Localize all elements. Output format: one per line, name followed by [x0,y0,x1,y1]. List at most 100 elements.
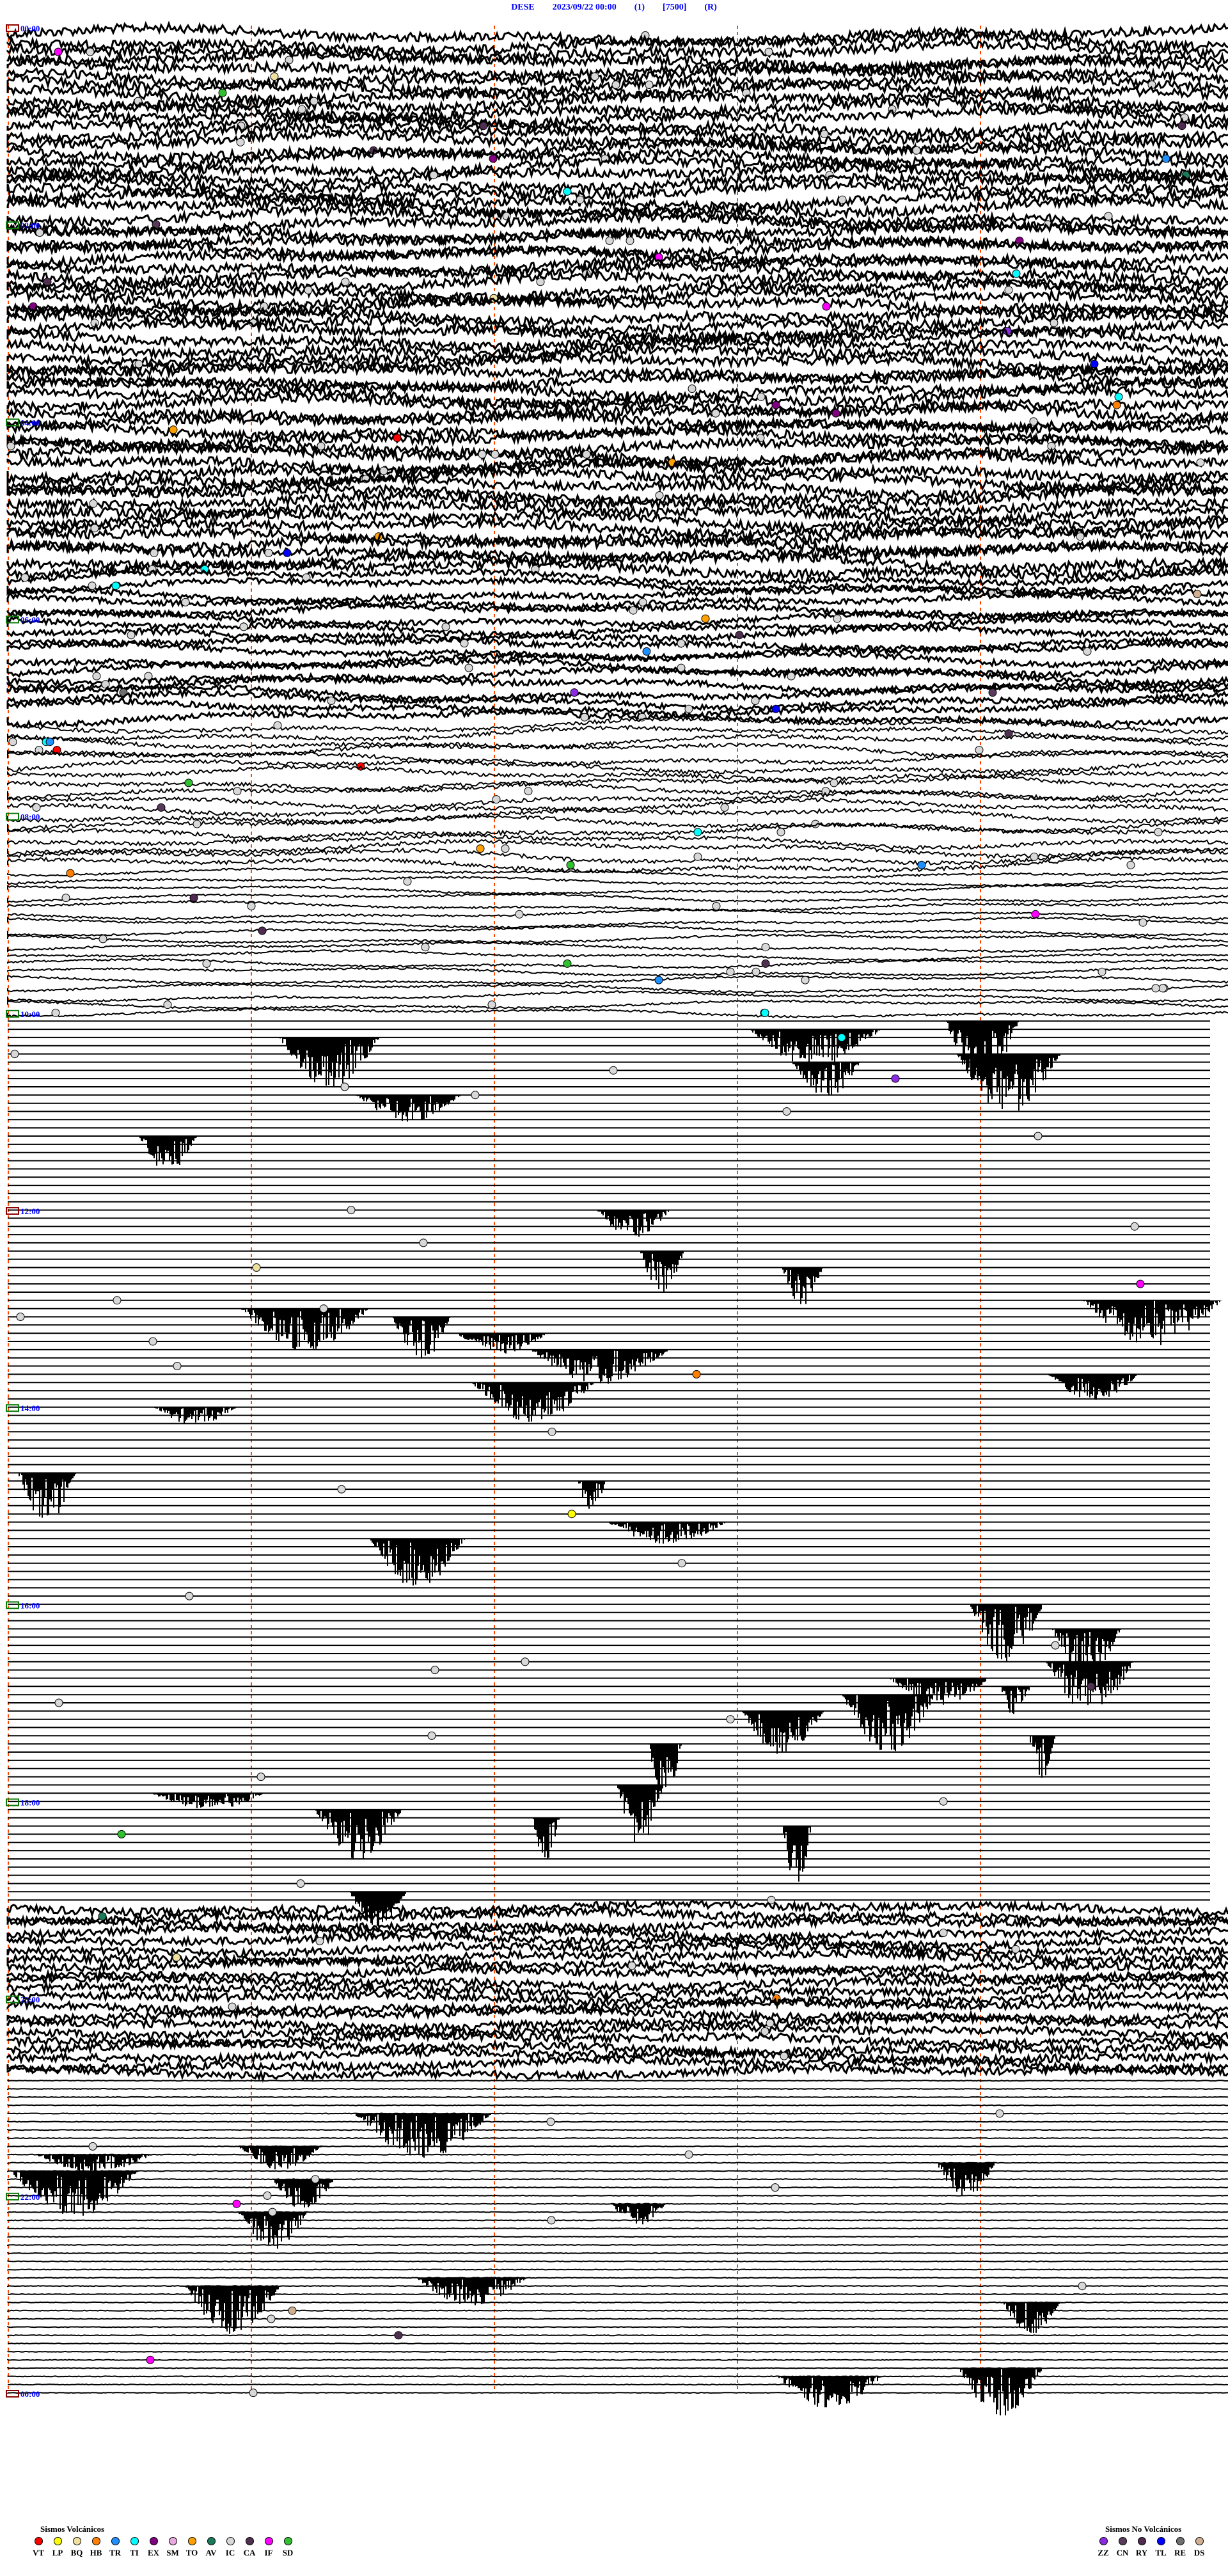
trace-line [7,2096,1228,2098]
trace-line [7,958,1228,969]
event-marker [566,860,575,869]
legend-dot-icon [1137,2537,1146,2545]
trace-line [6,489,1228,519]
legend-item-sd: SD [278,2537,297,2558]
legend-label: TR [109,2548,122,2557]
event-marker [801,976,810,984]
event-marker [1114,392,1123,401]
event-marker [478,450,487,459]
trace-line [6,622,1228,647]
event-marker [163,1000,172,1009]
station-name: DESE [511,3,535,12]
event-marker [645,81,654,89]
trace-line [7,2277,1228,2279]
trace-line [6,589,1228,615]
trace-line [6,120,1228,148]
legend-item-tr: TR [106,2537,125,2558]
event-marker [54,1698,63,1707]
legend-dot-icon [245,2537,254,2545]
trace-line [7,2383,1228,2386]
trace-line [6,498,1228,525]
trace-line [6,615,1228,638]
event-marker [148,1337,157,1346]
trace-line [6,1922,1228,1944]
trace-line [7,856,1228,874]
event-marker [441,622,450,631]
event-marker [51,1008,60,1017]
event-marker [576,195,585,204]
seismic-event-trace [842,1695,936,1751]
event-marker [1177,122,1186,130]
trace-line [6,432,1228,461]
time-label-box [6,1009,19,1018]
seismic-event-trace [241,1308,370,1350]
seismic-event-trace [152,1793,267,1808]
event-marker [677,663,686,672]
event-marker [1031,910,1040,919]
event-marker [629,606,638,615]
event-marker [761,959,770,968]
legend-label: ZZ [1098,2548,1109,2557]
legend-label: SM [166,2548,179,2557]
trace-line [6,293,1228,321]
event-marker [1083,647,1092,656]
trace-line [6,2053,1228,2075]
trace-line [6,308,1228,338]
seismic-event-trace [1083,1300,1222,1345]
event-marker [692,1370,701,1379]
event-marker [1004,729,1013,738]
event-marker [780,2051,789,2060]
trace-line [6,608,1228,629]
trace-line [6,1979,1228,2000]
mode: (R) [704,3,717,12]
scale: [7500] [663,3,687,12]
trace-line [6,300,1228,329]
trace-line [6,665,1228,688]
trace-line [6,1956,1228,1977]
event-marker [939,1929,948,1937]
trace-line [7,2392,1228,2394]
event-marker [61,894,70,903]
event-marker [317,441,326,450]
event-marker [92,672,101,681]
legend-item-to: TO [182,2537,201,2558]
event-marker [479,122,488,130]
trace-line [6,54,1228,84]
event-marker [1130,1222,1139,1231]
trace-line [6,366,1228,395]
event-marker [1136,1279,1145,1288]
channel: (1) [634,3,645,12]
trace-line [7,2350,1228,2353]
trace-line [6,472,1228,503]
trace-line [6,325,1228,354]
time-label-box [6,1798,19,1806]
seismic-event-trace [640,1251,684,1293]
time-label: 14:00 [20,1403,40,1413]
event-marker [605,236,614,245]
event-marker [822,302,831,311]
event-marker [787,672,796,681]
time-label-box [6,1207,19,1215]
seismic-event-trace [1004,2302,1061,2333]
legend-item-sm: SM [163,2537,182,2558]
event-marker [547,2216,556,2225]
time-label: 04:00 [20,418,40,427]
trace-line [6,688,1228,713]
trace-line [7,2170,1228,2172]
trace-line [6,276,1228,304]
seismic-event-trace [597,1210,670,1237]
seismic-event-trace [139,1136,197,1166]
event-marker [476,844,485,853]
event-marker [127,631,136,640]
event-marker [563,187,572,196]
event-marker [45,738,54,747]
event-marker [429,171,438,180]
trace-line [7,875,1228,887]
trace-line [7,733,1228,750]
trace-line [6,226,1228,256]
trace-line [6,581,1228,606]
event-marker [642,647,651,656]
trace-line [7,2367,1228,2369]
legend-label: RY [1135,2548,1148,2557]
legend-item-ds: DS [1190,2537,1209,2558]
